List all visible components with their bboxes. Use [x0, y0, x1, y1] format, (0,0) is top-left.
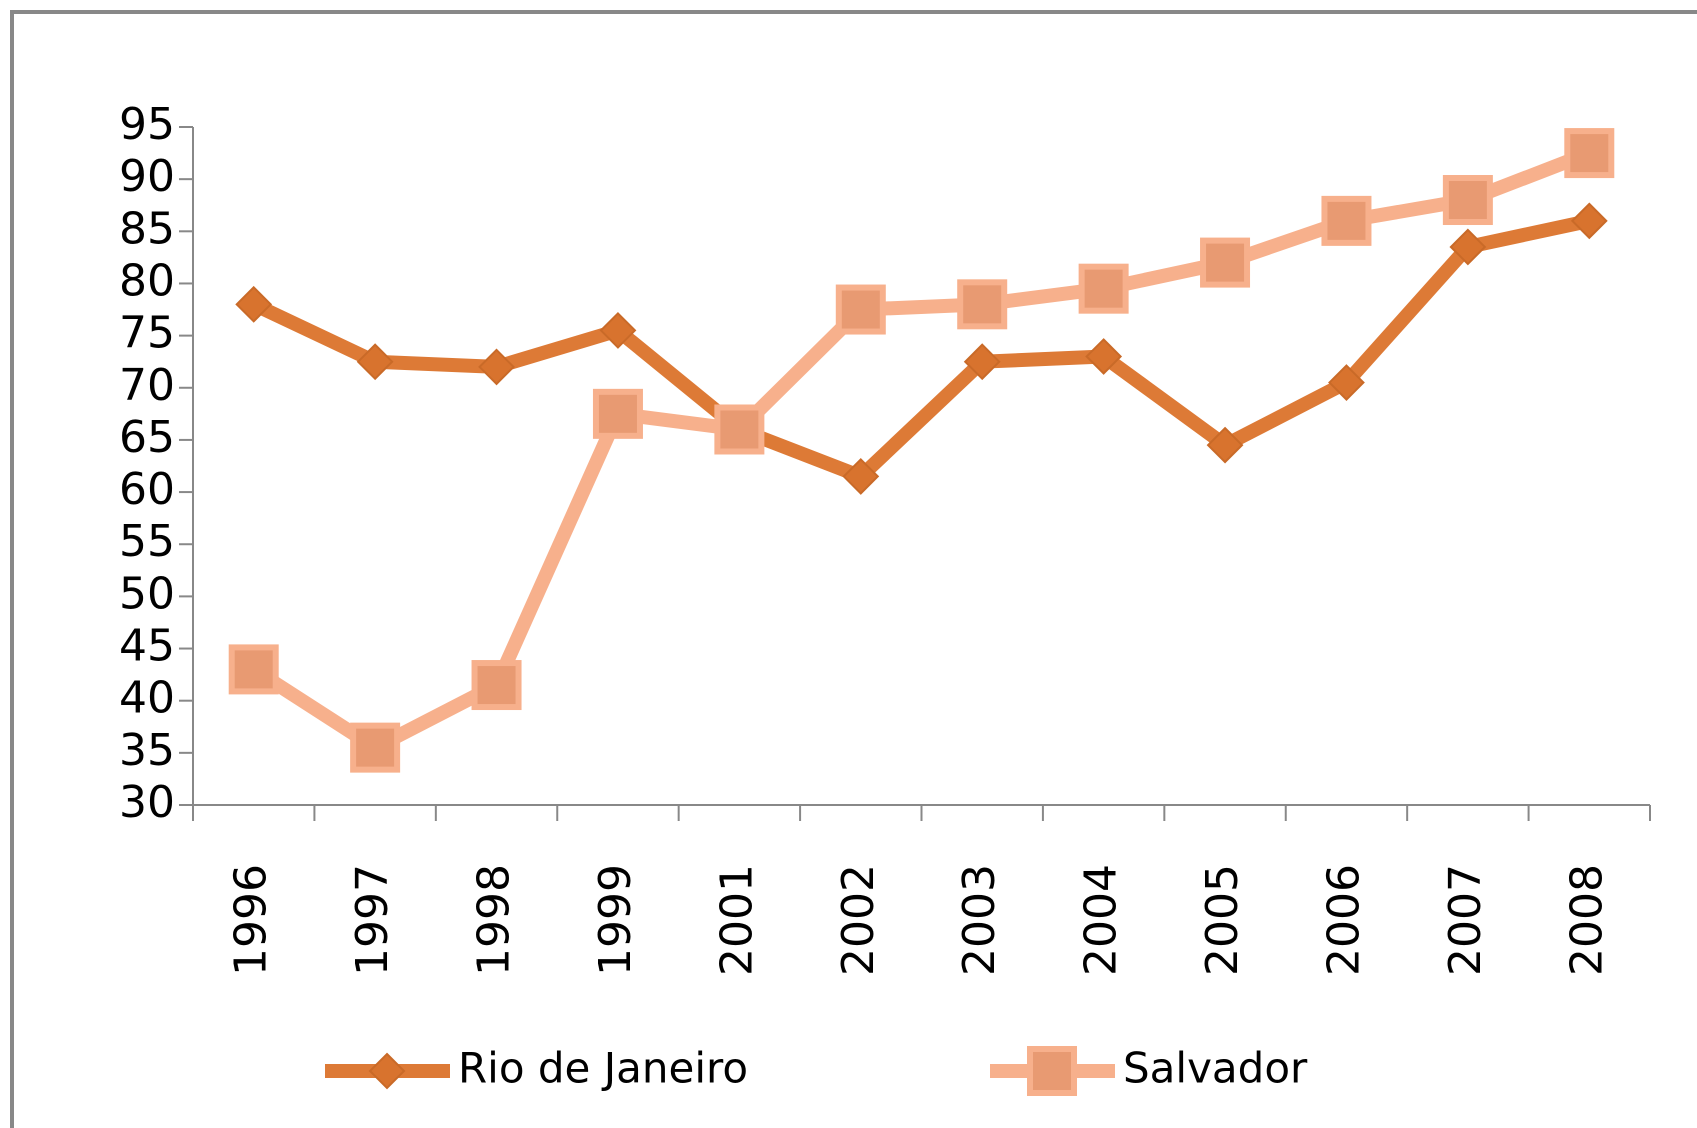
data-point [478, 348, 515, 386]
data-point [228, 644, 279, 695]
legend-label: Salvador [1123, 1044, 1308, 1093]
data-point [1564, 128, 1615, 179]
data-point [963, 343, 1001, 381]
y-tick-label: 65 [119, 412, 175, 463]
y-tick-label: 75 [119, 308, 175, 359]
data-point [1321, 195, 1372, 246]
data-point [957, 279, 1008, 330]
data-point [599, 311, 637, 349]
y-tick-label: 70 [119, 360, 175, 411]
y-tick-label: 95 [119, 99, 175, 150]
legend-marker [1027, 1046, 1077, 1096]
data-point [1442, 175, 1493, 226]
y-tick-label: 55 [119, 516, 175, 567]
legend-marker [368, 1052, 406, 1090]
y-tick-label: 50 [119, 568, 175, 619]
x-tick-label: 1996 [226, 864, 277, 976]
x-tick-label: 2004 [1076, 864, 1127, 976]
data-point [1570, 202, 1608, 240]
data-point [592, 388, 643, 439]
data-point [235, 285, 273, 323]
data-point [1449, 228, 1487, 266]
y-tick-label: 90 [119, 151, 175, 202]
y-tick-label: 60 [119, 464, 175, 515]
x-tick-label: 2008 [1561, 864, 1612, 976]
data-point [1078, 263, 1129, 314]
x-tick-label: 1997 [347, 864, 398, 976]
y-tick-label: 80 [119, 255, 175, 306]
x-tick-label: 2002 [833, 864, 884, 976]
y-tick-label: 40 [119, 673, 175, 724]
data-point [1206, 426, 1244, 464]
data-point [350, 722, 401, 773]
series-line [250, 214, 1591, 484]
x-tick-label: 2005 [1197, 864, 1248, 976]
y-tick-label: 45 [119, 621, 175, 672]
x-tick-label: 2003 [954, 864, 1005, 976]
x-tick-label: 2007 [1440, 864, 1491, 976]
data-point [1085, 338, 1123, 375]
legend-label: Rio de Janeiro [458, 1044, 748, 1093]
x-tick-label: 1998 [469, 864, 520, 976]
data-point [714, 404, 765, 455]
y-tick-label: 30 [119, 777, 175, 828]
x-tick-label: 2006 [1318, 864, 1369, 976]
data-point [1200, 237, 1251, 288]
x-tick-label: 1999 [590, 864, 641, 976]
y-tick-label: 35 [119, 725, 175, 776]
chart-frame [10, 10, 1697, 1128]
series-line [249, 146, 1592, 755]
x-tick-label: 2001 [711, 864, 762, 976]
data-point [1328, 364, 1365, 401]
data-point [842, 458, 880, 495]
data-point [835, 284, 886, 335]
y-tick-label: 85 [119, 203, 175, 254]
data-point [471, 660, 522, 711]
data-point [356, 343, 394, 381]
